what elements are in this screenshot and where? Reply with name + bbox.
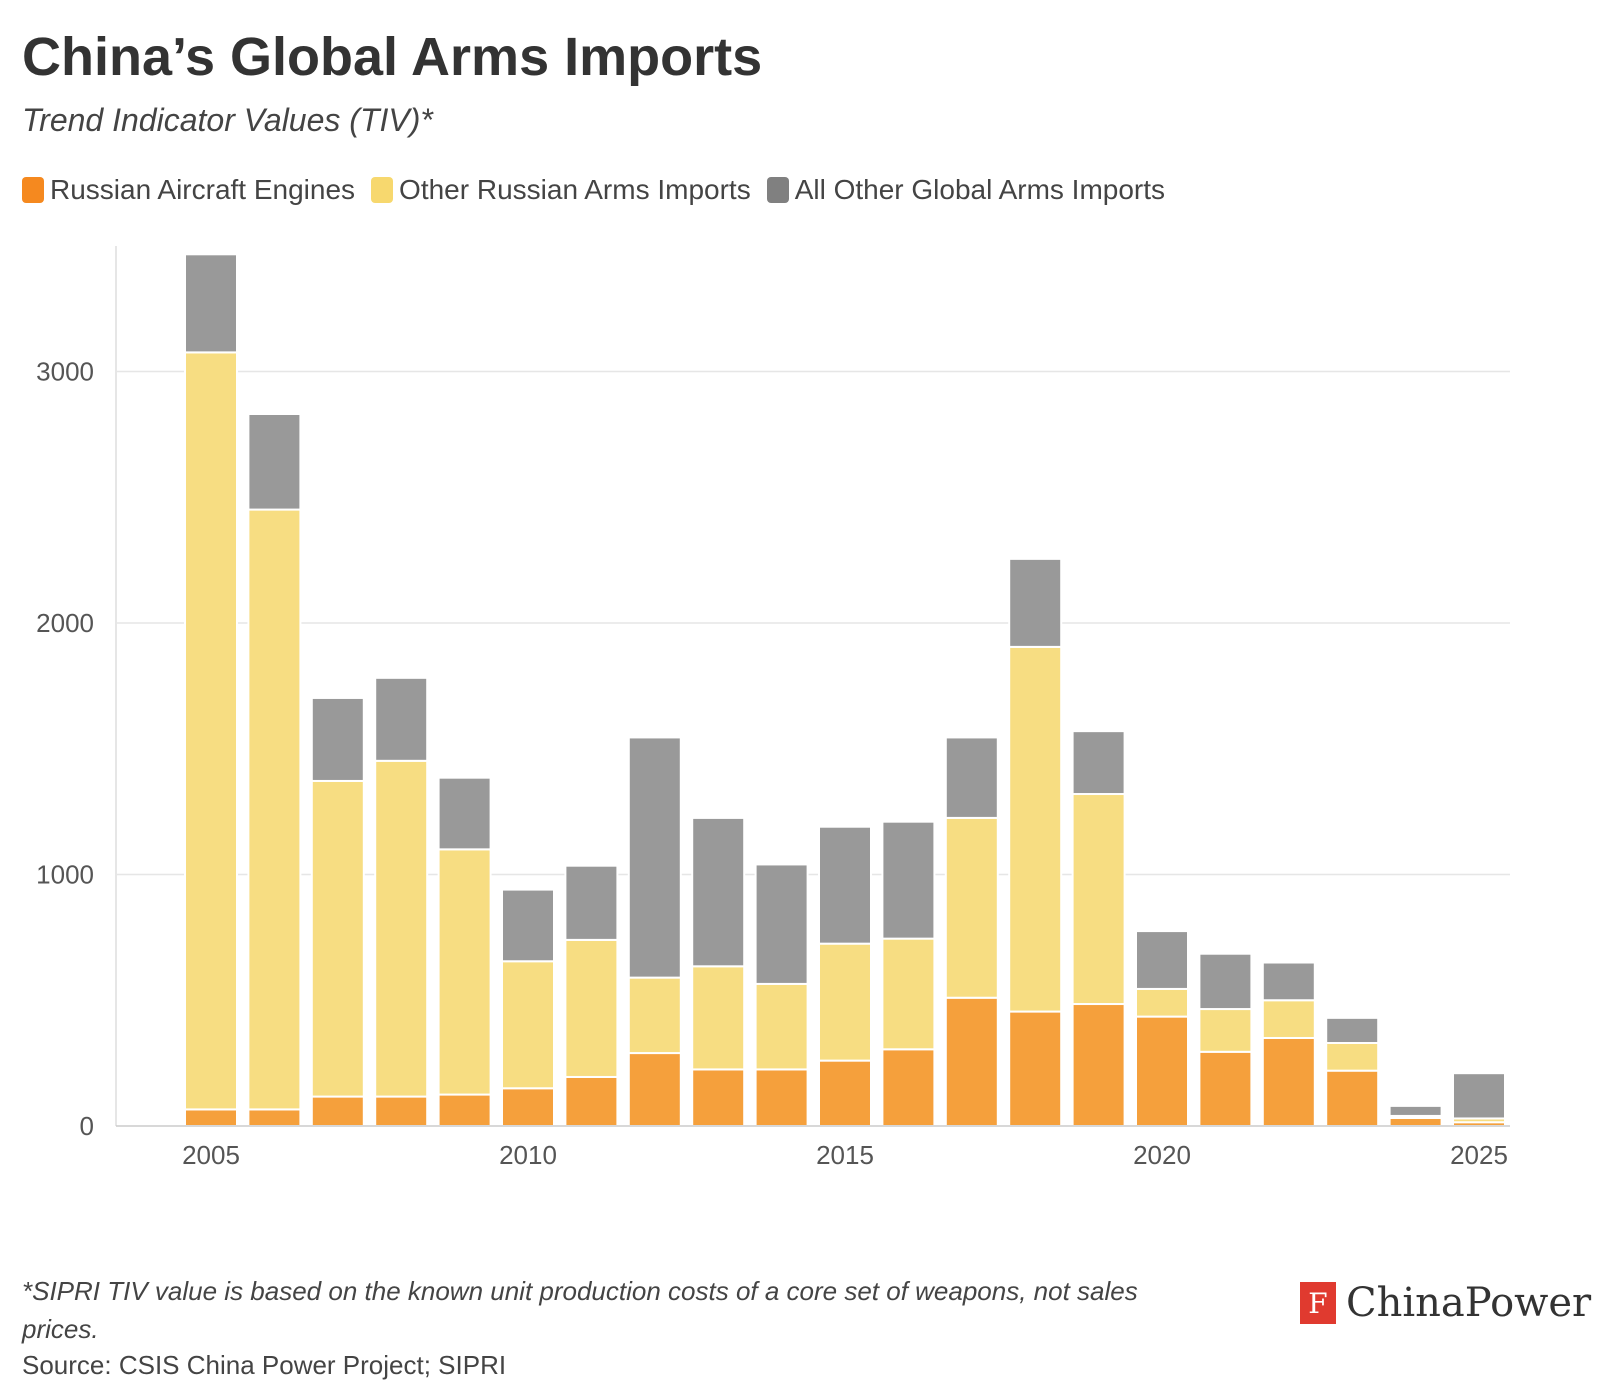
brand-name: ChinaPower	[1346, 1280, 1592, 1326]
bar-2024-series-2[interactable]	[1388, 1104, 1443, 1117]
legend-item-engines[interactable]: Russian Aircraft Engines	[22, 174, 355, 206]
bar-2016-series-0[interactable]	[881, 1048, 936, 1127]
bar-2016-series-1[interactable]	[881, 937, 936, 1051]
bar-2022-series-1[interactable]	[1261, 999, 1316, 1039]
stacked-bar-chart: 0 1000 2000 3000 2005 2010 2015 2020 2025	[36, 246, 1510, 1170]
source-note: Source: CSIS China Power Project; SIPRI	[22, 1350, 507, 1380]
bar-2010-series-1[interactable]	[501, 960, 555, 1090]
bar-2008-series-1[interactable]	[374, 759, 429, 1098]
legend-item-global[interactable]: All Other Global Arms Imports	[766, 174, 1166, 206]
bar-2006-series-1[interactable]	[247, 508, 302, 1111]
bar-2018-series-1[interactable]	[1008, 645, 1063, 1013]
x-tick-label-2015: 2015	[816, 1140, 874, 1170]
bar-2023-series-2[interactable]	[1325, 1016, 1380, 1045]
y-tick-label-3000: 3000	[36, 357, 94, 387]
brand-logo: F ChinaPower	[1300, 1280, 1591, 1326]
bar-2017-series-0[interactable]	[944, 996, 999, 1127]
bar-2016-series-2[interactable]	[881, 820, 936, 940]
bar-2020-series-2[interactable]	[1135, 930, 1189, 990]
bar-2012-series-2[interactable]	[627, 736, 682, 979]
x-tick-label-2020: 2020	[1133, 1140, 1191, 1170]
bar-2007-series-0[interactable]	[310, 1095, 365, 1128]
bar-2015-series-1[interactable]	[818, 942, 872, 1062]
bar-layer	[184, 253, 1506, 1128]
bar-2009-series-0[interactable]	[437, 1093, 492, 1127]
bar-2006-series-2[interactable]	[247, 413, 302, 511]
y-tick-label-2000: 2000	[36, 608, 94, 638]
legend: Russian Aircraft Engines Other Russian A…	[22, 174, 1181, 206]
bar-2017-series-2[interactable]	[944, 736, 999, 819]
bar-2012-series-0[interactable]	[627, 1052, 682, 1127]
axis-layer: 0 1000 2000 3000 2005 2010 2015 2020 2025	[36, 357, 1510, 1170]
bar-2022-series-0[interactable]	[1261, 1036, 1316, 1127]
x-tick-label-2005: 2005	[182, 1140, 240, 1170]
bar-2015-series-2[interactable]	[818, 825, 872, 945]
bar-2005-series-0[interactable]	[184, 1108, 238, 1128]
bar-2009-series-1[interactable]	[437, 848, 492, 1096]
bar-2019-series-1[interactable]	[1071, 793, 1126, 1006]
bar-2018-series-0[interactable]	[1008, 1010, 1063, 1128]
bar-2008-series-0[interactable]	[374, 1095, 429, 1128]
bar-2007-series-1[interactable]	[310, 779, 365, 1098]
bar-2018-series-2[interactable]	[1008, 557, 1063, 648]
bar-2008-series-2[interactable]	[374, 676, 429, 762]
bar-2021-series-2[interactable]	[1198, 952, 1253, 1011]
bar-2019-series-2[interactable]	[1071, 730, 1126, 796]
bar-2011-series-2[interactable]	[564, 864, 619, 941]
bar-2017-series-1[interactable]	[944, 816, 999, 999]
bar-2023-series-0[interactable]	[1325, 1069, 1380, 1127]
bar-2014-series-1[interactable]	[754, 982, 809, 1071]
y-tick-label-0: 0	[80, 1111, 94, 1141]
bar-2009-series-2[interactable]	[437, 776, 492, 851]
bar-2022-series-2[interactable]	[1261, 961, 1316, 1002]
bar-2011-series-0[interactable]	[564, 1075, 619, 1128]
bar-2025-series-2[interactable]	[1452, 1072, 1506, 1120]
bar-2014-series-2[interactable]	[754, 863, 809, 985]
legend-swatch-other-russian	[371, 177, 394, 203]
legend-label-engines: Russian Aircraft Engines	[50, 174, 356, 205]
bar-2007-series-2[interactable]	[310, 696, 365, 782]
bar-2013-series-1[interactable]	[691, 965, 746, 1071]
brand-mark-icon: F	[1300, 1282, 1336, 1324]
bar-2013-series-0[interactable]	[691, 1068, 746, 1127]
bar-2024-series-0[interactable]	[1388, 1116, 1443, 1128]
legend-label-global: All Other Global Arms Imports	[794, 174, 1166, 205]
bar-2011-series-1[interactable]	[564, 938, 619, 1078]
bar-2023-series-1[interactable]	[1325, 1042, 1380, 1072]
bar-2013-series-2[interactable]	[691, 816, 746, 968]
bar-2020-series-0[interactable]	[1135, 1015, 1189, 1127]
x-tick-label-2025: 2025	[1450, 1140, 1508, 1170]
bar-2021-series-0[interactable]	[1198, 1050, 1253, 1127]
bar-2012-series-1[interactable]	[627, 976, 682, 1055]
chart-title: China’s Global Arms Imports	[22, 27, 763, 87]
bar-2014-series-0[interactable]	[754, 1068, 809, 1127]
legend-swatch-engines	[22, 177, 44, 203]
bar-2019-series-0[interactable]	[1071, 1003, 1126, 1128]
footnote: *SIPRI TIV value is based on the known u…	[22, 1276, 1138, 1344]
bar-2021-series-1[interactable]	[1198, 1008, 1253, 1053]
legend-item-other-russian[interactable]: Other Russian Arms Imports	[371, 174, 751, 206]
legend-label-other-russian: Other Russian Arms Imports	[399, 174, 751, 205]
x-tick-label-2010: 2010	[499, 1140, 557, 1170]
chart-subtitle: Trend Indicator Values (TIV)*	[22, 102, 433, 138]
legend-swatch-global	[766, 177, 789, 203]
y-tick-label-1000: 1000	[36, 860, 94, 890]
bar-2015-series-0[interactable]	[818, 1059, 872, 1127]
bar-2010-series-2[interactable]	[501, 888, 555, 963]
bar-2006-series-0[interactable]	[247, 1108, 302, 1128]
bar-2010-series-0[interactable]	[501, 1087, 555, 1128]
bar-2005-series-1[interactable]	[184, 351, 238, 1111]
bar-2020-series-1[interactable]	[1135, 987, 1189, 1018]
bar-2005-series-2[interactable]	[184, 253, 238, 354]
